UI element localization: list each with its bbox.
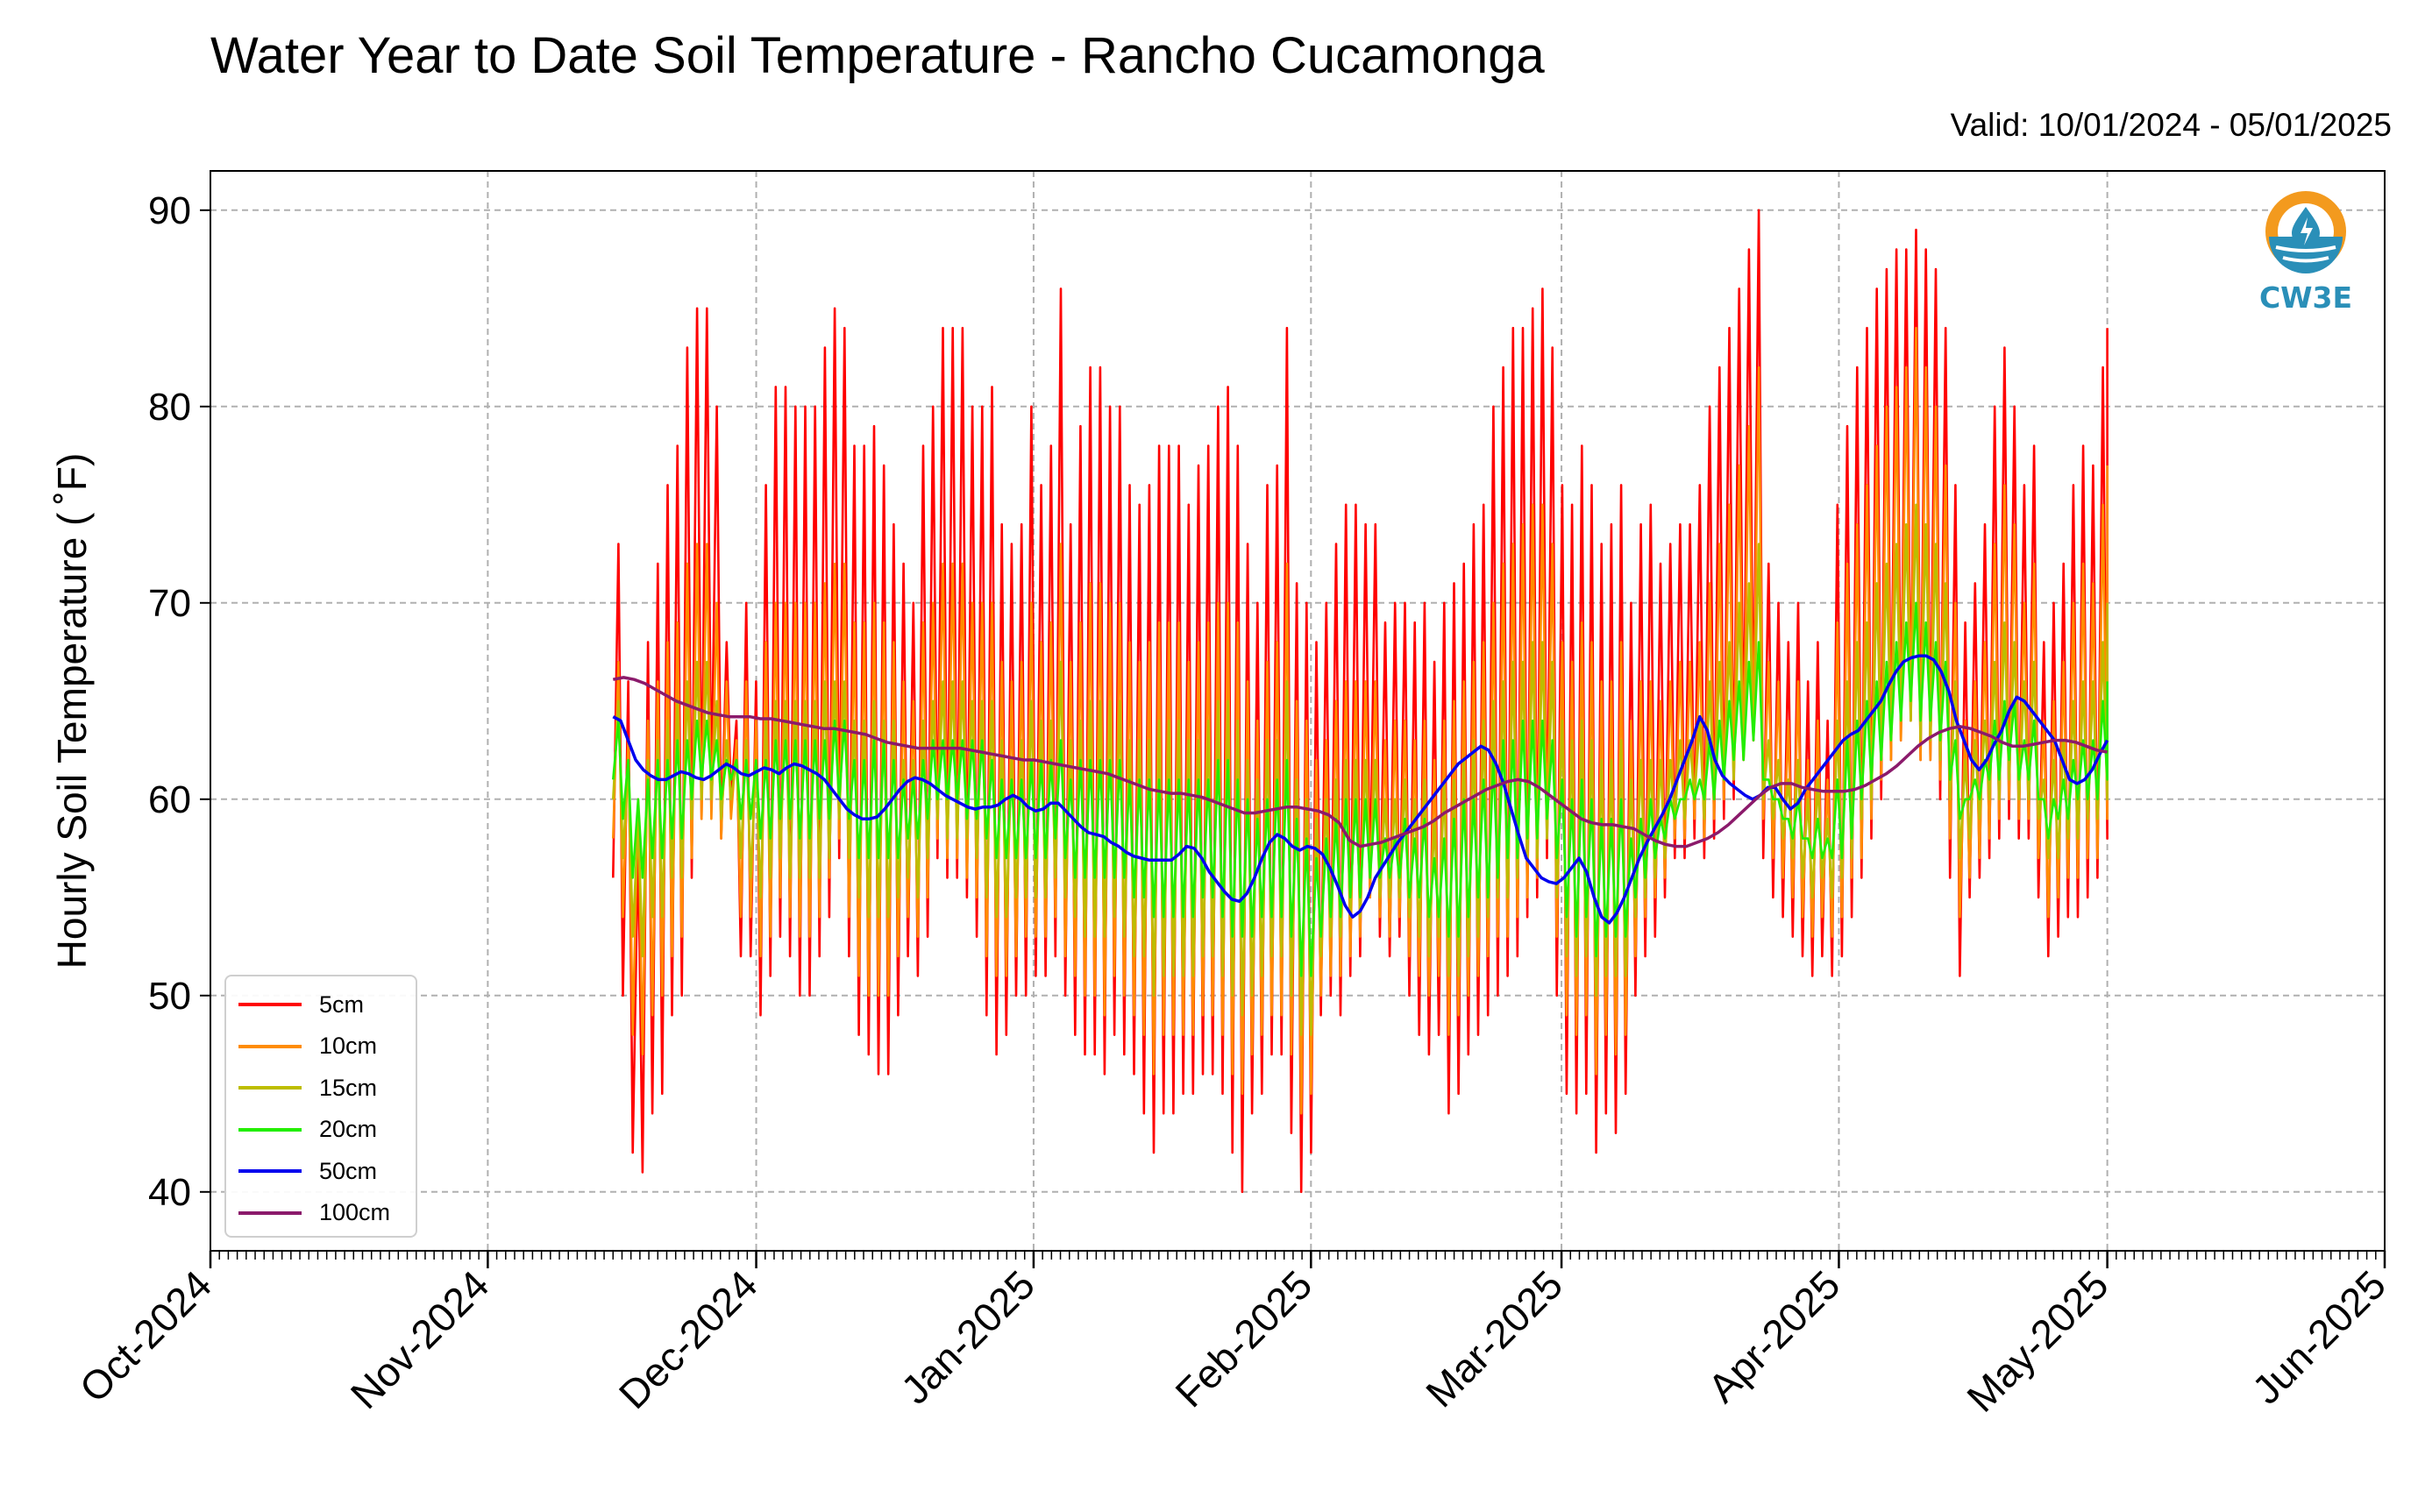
y-tick-label: 90: [148, 189, 191, 232]
logo-text: CW3E: [2258, 280, 2353, 315]
y-tick-label: 60: [148, 778, 191, 821]
y-tick-label: 40: [148, 1171, 191, 1214]
legend-swatch: [238, 1044, 302, 1048]
chart-title: Water Year to Date Soil Temperature - Ra…: [210, 27, 1545, 84]
plot-frame: [210, 170, 2386, 1252]
x-tick-label: Oct-2024: [71, 1261, 221, 1411]
legend-item-50cm: 50cm: [238, 1154, 377, 1189]
legend-swatch: [238, 1169, 302, 1173]
legend-swatch: [238, 1003, 302, 1006]
legend-swatch: [238, 1086, 302, 1090]
legend-swatch: [238, 1210, 302, 1215]
x-tick-label: Jan-2025: [893, 1261, 1043, 1412]
legend-label: 15cm: [319, 1074, 378, 1101]
legend-label: 100cm: [319, 1199, 391, 1225]
legend-label: 10cm: [319, 1033, 378, 1059]
x-tick-label: Jun-2025: [2244, 1261, 2394, 1412]
y-tick-label: 80: [148, 386, 191, 429]
series-line-20cm: [612, 601, 2109, 977]
legend-item-10cm: 10cm: [238, 1029, 377, 1064]
cw3e-logo: CW3E: [2244, 182, 2367, 323]
legend-label: 20cm: [319, 1116, 378, 1142]
legend-swatch: [238, 1127, 302, 1132]
legend-label: 50cm: [319, 1157, 378, 1184]
legend-label: 5cm: [319, 990, 365, 1018]
series-line-100cm: [612, 676, 2108, 848]
y-axis-label: Hourly Soil Temperature ( ˚F): [49, 453, 95, 969]
cw3e-logo-icon: [2265, 191, 2346, 273]
series-layer: [612, 209, 2109, 1194]
series-line-50cm: [612, 654, 2109, 925]
x-tick-label: Nov-2024: [342, 1261, 498, 1417]
y-tick-label: 70: [148, 582, 191, 625]
legend-item-20cm: 20cm: [238, 1112, 377, 1147]
legend-item-5cm: 5cm: [238, 987, 364, 1022]
x-tick-label: May-2025: [1958, 1261, 2116, 1420]
x-tick-label: Feb-2025: [1166, 1261, 1320, 1416]
legend-item-15cm: 15cm: [238, 1070, 377, 1105]
y-tick-label: 50: [148, 975, 191, 1018]
x-tick-label: Mar-2025: [1417, 1261, 1571, 1416]
legend: 5cm 10cm 15cm 20cm 50cm 100cm: [224, 975, 417, 1238]
valid-date-range: Valid: 10/01/2024 - 05/01/2025: [1950, 107, 2392, 143]
x-tick-label: Apr-2025: [1699, 1261, 1849, 1411]
x-tick-label: Dec-2024: [610, 1261, 766, 1417]
legend-item-100cm: 100cm: [238, 1196, 390, 1231]
